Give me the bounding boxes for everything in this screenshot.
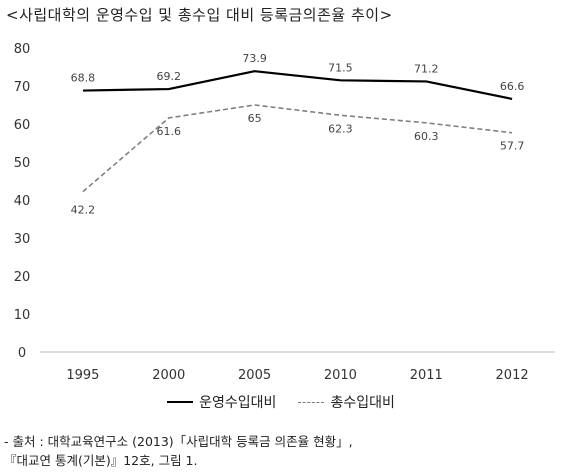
data-label-operating: 66.6 (500, 80, 525, 93)
data-label-operating: 68.8 (71, 72, 96, 85)
legend-item-operating: 운영수입대비 (167, 392, 276, 412)
x-tick-label: 2012 (496, 368, 529, 383)
data-label-operating: 71.2 (414, 62, 439, 75)
source-line-1: - 출처 : 대학교육연구소 (2013)「사립대학 등록금 의존율 현황」, (4, 434, 353, 449)
y-tick-label: 50 (14, 156, 31, 171)
y-tick-label: 60 (14, 118, 31, 133)
y-tick-label: 0 (18, 346, 26, 361)
legend-swatch-dashed (298, 401, 325, 403)
data-label-total: 60.3 (414, 130, 439, 143)
y-tick-label: 10 (14, 308, 31, 323)
y-tick-label: 80 (14, 42, 31, 57)
y-tick-label: 30 (14, 232, 31, 247)
legend-label-operating: 운영수입대비 (199, 395, 277, 411)
data-label-total: 57.7 (500, 140, 525, 153)
chart-legend: 운영수입대비 총수입대비 (0, 392, 562, 412)
x-tick-label: 2005 (238, 368, 271, 383)
x-tick-label: 2000 (152, 368, 185, 383)
series-line-total (82, 104, 513, 193)
legend-swatch-solid (167, 401, 194, 403)
data-label-operating: 73.9 (242, 52, 267, 65)
x-tick-label: 2011 (410, 368, 443, 383)
legend-item-total: 총수입대비 (298, 392, 395, 412)
x-tick-label: 2010 (324, 368, 357, 383)
data-label-operating: 71.5 (328, 61, 353, 74)
x-tick-label: 1995 (66, 368, 99, 383)
series-line-operating (82, 70, 513, 100)
data-label-operating: 69.2 (157, 70, 182, 83)
chart-title: <사립대학의 운영수입 및 총수입 대비 등록금의존율 추이> (6, 6, 393, 24)
data-label-total: 42.2 (71, 204, 96, 217)
y-tick-label: 40 (14, 194, 31, 209)
source-line-2: 『대교연 통계(기본)』12호, 그림 1. (4, 453, 198, 468)
line-chart: 0 10 20 30 40 50 60 70 80 1995 2000 2005 2010 2011 201… (14, 42, 555, 383)
data-label-total: 62.3 (328, 122, 353, 135)
y-tick-label: 70 (14, 80, 31, 95)
legend-label-total: 총수입대비 (330, 395, 395, 411)
source-note: - 출처 : 대학교육연구소 (2013)「사립대학 등록금 의존율 현황」, … (4, 432, 353, 470)
y-tick-label: 20 (14, 270, 31, 285)
data-label-total: 61.6 (157, 125, 182, 138)
data-label-total: 65 (248, 112, 262, 125)
